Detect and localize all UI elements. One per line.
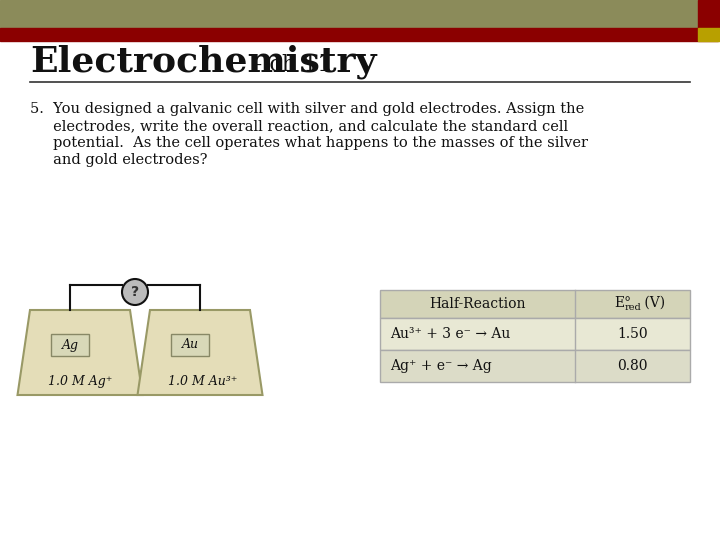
Text: E°: E° bbox=[614, 296, 631, 310]
Text: (V): (V) bbox=[641, 296, 665, 310]
Text: Au³⁺ + 3 e⁻ → Au: Au³⁺ + 3 e⁻ → Au bbox=[390, 327, 510, 341]
Text: Electrochemistry: Electrochemistry bbox=[30, 45, 377, 79]
Text: 0.80: 0.80 bbox=[617, 359, 648, 373]
Bar bbox=[380, 350, 690, 382]
Bar bbox=[698, 28, 720, 41]
Bar bbox=[0, 0, 698, 28]
Text: Au: Au bbox=[181, 339, 199, 352]
Text: red: red bbox=[624, 302, 642, 312]
FancyBboxPatch shape bbox=[51, 334, 89, 356]
Text: ?: ? bbox=[131, 285, 139, 299]
Bar bbox=[0, 28, 718, 41]
Text: electrodes, write the overall reaction, and calculate the standard cell: electrodes, write the overall reaction, … bbox=[30, 119, 568, 133]
Text: Ag⁺ + e⁻ → Ag: Ag⁺ + e⁻ → Ag bbox=[390, 359, 492, 373]
Text: Ag: Ag bbox=[61, 339, 78, 352]
Text: 5.  You designed a galvanic cell with silver and gold electrodes. Assign the: 5. You designed a galvanic cell with sil… bbox=[30, 102, 584, 116]
Polygon shape bbox=[17, 310, 143, 395]
Text: 1.0 M Ag⁺: 1.0 M Ag⁺ bbox=[48, 375, 112, 388]
FancyBboxPatch shape bbox=[171, 334, 209, 356]
Polygon shape bbox=[138, 310, 263, 395]
Text: – ch 11: – ch 11 bbox=[244, 54, 331, 76]
Text: potential.  As the cell operates what happens to the masses of the silver: potential. As the cell operates what hap… bbox=[30, 136, 588, 150]
Bar bbox=[380, 318, 690, 350]
Bar bbox=[380, 290, 690, 318]
Text: Half-Reaction: Half-Reaction bbox=[429, 297, 526, 311]
Circle shape bbox=[122, 279, 148, 305]
Bar bbox=[698, 0, 720, 28]
Text: and gold electrodes?: and gold electrodes? bbox=[30, 153, 207, 167]
Text: 1.0 M Au³⁺: 1.0 M Au³⁺ bbox=[168, 375, 238, 388]
Text: 1.50: 1.50 bbox=[617, 327, 648, 341]
